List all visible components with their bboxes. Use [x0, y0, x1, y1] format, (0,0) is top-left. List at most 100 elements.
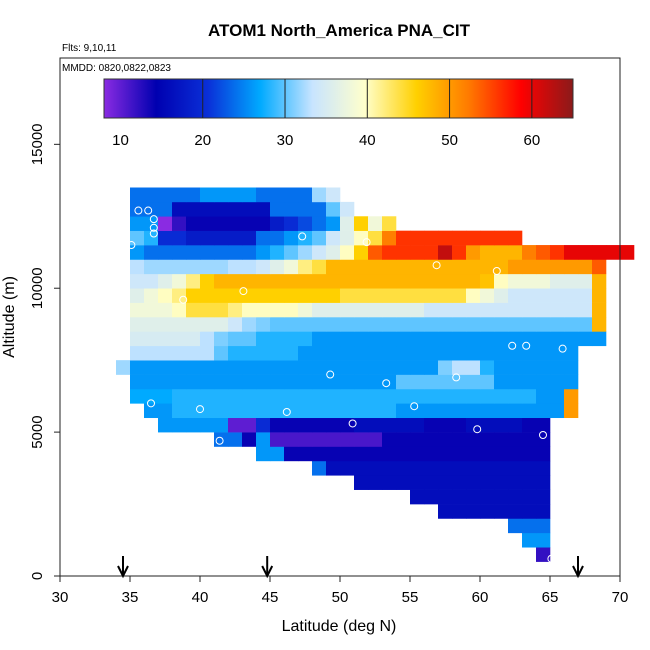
- heatmap-cell: [326, 460, 341, 476]
- heatmap-cell: [298, 446, 313, 462]
- colorbar-tick-label: 10: [112, 132, 129, 149]
- heatmap-cell: [466, 259, 481, 275]
- heatmap-cell: [578, 317, 593, 332]
- heatmap-cell: [326, 245, 341, 260]
- heatmap-cell: [242, 302, 257, 318]
- heatmap-cell: [284, 302, 299, 318]
- heatmap-cell: [438, 245, 453, 260]
- heatmap-cell: [340, 360, 355, 375]
- heatmap-cell: [536, 475, 551, 490]
- heatmap-cell: [186, 403, 201, 419]
- heatmap-cell: [368, 317, 383, 332]
- heatmap-cell: [508, 432, 523, 447]
- heatmap-cell: [340, 460, 355, 476]
- heatmap-cell: [284, 230, 299, 246]
- heatmap-cell: [522, 518, 537, 534]
- heatmap-cell: [130, 345, 145, 361]
- heatmap-cell: [466, 360, 481, 375]
- heatmap-cell: [382, 388, 397, 404]
- x-axis-label: Latitude (deg N): [282, 618, 397, 635]
- heatmap-cell: [508, 417, 523, 433]
- heatmap-cell: [452, 245, 467, 260]
- heatmap-cell: [522, 417, 537, 433]
- flights-note: Flts: 9,10,11: [62, 43, 117, 54]
- heatmap-cell: [480, 345, 495, 361]
- heatmap-cell: [410, 374, 425, 390]
- heatmap-cell: [550, 245, 565, 260]
- heatmap-cell: [256, 302, 271, 318]
- heatmap-cell: [382, 331, 397, 347]
- heatmap-cell: [550, 273, 565, 289]
- heatmap-cell: [200, 187, 215, 203]
- heatmap-cell: [424, 317, 439, 332]
- heatmap-cell: [424, 259, 439, 275]
- heatmap-cell: [284, 403, 299, 419]
- heatmap-cell: [522, 388, 537, 404]
- heatmap-cell: [326, 230, 341, 246]
- heatmap-cell: [452, 317, 467, 332]
- heatmap-cell: [536, 302, 551, 318]
- heatmap-cell: [354, 417, 369, 433]
- heatmap-cell: [410, 345, 425, 361]
- heatmap-cell: [270, 345, 285, 361]
- heatmap-cell: [550, 345, 565, 361]
- heatmap-cell: [396, 331, 411, 347]
- heatmap-cell: [494, 360, 509, 375]
- heatmap-cell: [522, 446, 537, 462]
- heatmap-cell: [200, 345, 215, 361]
- heatmap-cell: [494, 288, 509, 303]
- heatmap-cell: [396, 230, 411, 246]
- heatmap-cell: [480, 446, 495, 462]
- heatmap-cell: [494, 273, 509, 289]
- heatmap-cell: [466, 302, 481, 318]
- heatmap-cell: [466, 432, 481, 447]
- heatmap-cell: [172, 216, 187, 231]
- heatmap-cell: [242, 331, 257, 347]
- heatmap-cell: [242, 317, 257, 332]
- heatmap-cell: [214, 403, 229, 419]
- heatmap-cell: [424, 331, 439, 347]
- heatmap-cell: [480, 403, 495, 419]
- heatmap-cell: [536, 317, 551, 332]
- heatmap-cell: [494, 259, 509, 275]
- heatmap-cell: [452, 273, 467, 289]
- heatmap-cell: [172, 245, 187, 260]
- heatmap-cell: [298, 331, 313, 347]
- heatmap-cell: [326, 432, 341, 447]
- heatmap-cell: [452, 302, 467, 318]
- colorbar-tick-label: 40: [359, 132, 376, 149]
- heatmap-cell: [214, 360, 229, 375]
- heatmap-cell: [494, 388, 509, 404]
- heatmap-cell: [172, 259, 187, 275]
- heatmap-cell: [368, 331, 383, 347]
- heatmap-cell: [312, 403, 327, 419]
- heatmap-cell: [144, 216, 159, 231]
- heatmap-cell: [340, 259, 355, 275]
- heatmap-cell: [522, 403, 537, 419]
- heatmap-cell: [214, 417, 229, 433]
- heatmap-cell: [410, 317, 425, 332]
- colorbar-gradient: [103, 78, 574, 119]
- heatmap-cell: [158, 417, 173, 433]
- heatmap-cell: [494, 374, 509, 390]
- heatmap-cell: [312, 201, 327, 217]
- heatmap-cell: [438, 317, 453, 332]
- heatmap-cell: [214, 432, 229, 447]
- data-marker: [179, 295, 188, 304]
- heatmap-cell: [270, 302, 285, 318]
- heatmap-cell: [256, 230, 271, 246]
- heatmap-cell: [214, 388, 229, 404]
- heatmap-cell: [368, 388, 383, 404]
- heatmap-cell: [550, 302, 565, 318]
- heatmap-cell: [522, 245, 537, 260]
- heatmap-cell: [368, 417, 383, 433]
- heatmap-cell: [298, 187, 313, 203]
- heatmap-cell: [214, 230, 229, 246]
- heatmap-cell: [228, 360, 243, 375]
- heatmap-cell: [508, 374, 523, 390]
- heatmap-cell: [424, 360, 439, 375]
- heatmap-cell: [396, 446, 411, 462]
- heatmap-cell: [186, 331, 201, 347]
- heatmap-cell: [382, 230, 397, 246]
